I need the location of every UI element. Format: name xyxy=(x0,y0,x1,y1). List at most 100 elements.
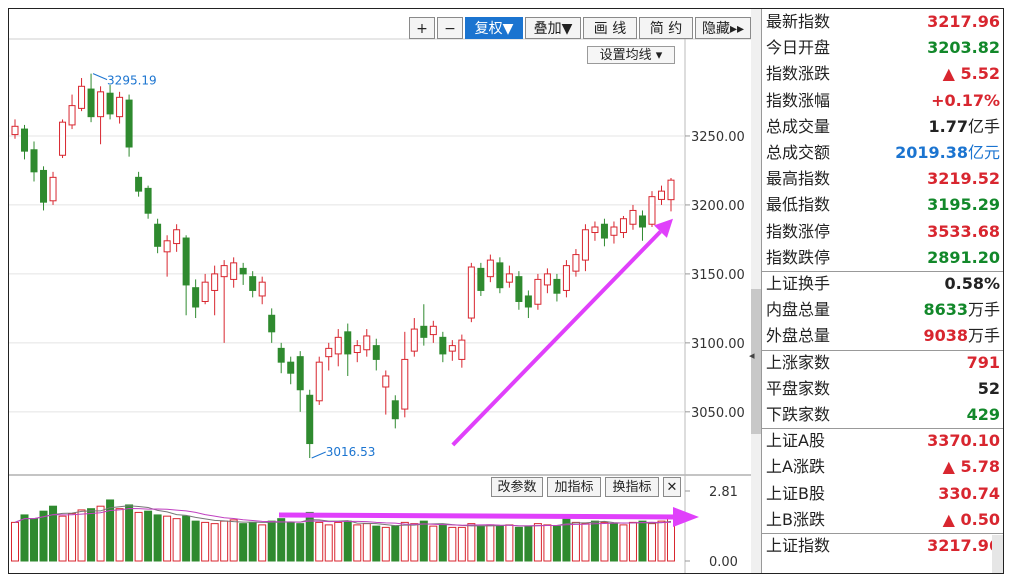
candle-body xyxy=(21,128,29,152)
candle-body xyxy=(562,265,570,291)
volume-bar xyxy=(467,523,476,562)
quote-panel: 最新指数 3217.96 今日开盘 3203.82 指数涨跌 ▲ 5.52 指数涨幅 +0.1… xyxy=(761,9,1003,573)
candle-body xyxy=(87,88,95,118)
chart-scrollbar-thumb[interactable] xyxy=(751,289,761,434)
quote-number: 52 xyxy=(977,378,1000,398)
candle-body xyxy=(572,254,580,272)
candle-body xyxy=(410,328,418,352)
candle-body xyxy=(600,223,608,239)
candle-body xyxy=(163,240,171,253)
volume-bar xyxy=(11,521,19,562)
quote-row: 最新指数 3217.96 xyxy=(762,9,1002,35)
quote-row: 今日开盘 3203.82 xyxy=(762,35,1002,61)
volume-bar xyxy=(524,525,533,562)
candle-body xyxy=(629,209,637,225)
volume-bar xyxy=(201,521,210,562)
candle-body xyxy=(382,375,390,388)
low-annotation-label: 3016.53 xyxy=(326,445,376,459)
chart-area[interactable]: 3250.00 3200.00 3150.00 3100.00 3050.00 3295.… xyxy=(9,9,761,574)
trend-arrow-head xyxy=(653,218,673,238)
quote-label: 平盘家数 xyxy=(766,378,831,398)
volume-bar xyxy=(58,515,67,562)
zoom-in-button[interactable]: + xyxy=(409,17,435,39)
candle-body xyxy=(182,237,190,286)
quote-value: 2019.38亿元 xyxy=(895,140,1000,166)
zoom-out-button[interactable]: − xyxy=(437,17,463,39)
panel-scrollbar[interactable] xyxy=(992,535,1003,573)
volume-y-tick-label: 2.81 xyxy=(709,485,738,500)
quote-row: 指数涨跌 ▲ 5.52 xyxy=(762,61,1002,87)
draw-line-button[interactable]: 画 线 xyxy=(583,17,637,39)
quote-label: 内盘总量 xyxy=(766,300,831,320)
quote-label: 总成交量 xyxy=(766,116,831,136)
candle-body xyxy=(543,273,551,286)
moving-average-settings-dropdown[interactable]: 设置均线 ▾ xyxy=(587,46,675,64)
volume-bar xyxy=(182,515,191,562)
candlestick-chart[interactable]: 3250.00 3200.00 3150.00 3100.00 3050.00 3295.… xyxy=(9,9,761,574)
y-tick-label: 3150.00 xyxy=(691,268,745,283)
volume-bar xyxy=(277,518,286,562)
quote-value: 1.77亿手 xyxy=(929,114,1001,140)
candle-body xyxy=(220,265,228,278)
change-params-button[interactable]: 改参数 xyxy=(491,477,543,497)
quote-label: 今日开盘 xyxy=(766,38,831,58)
fuquan-dropdown[interactable]: 复权▼ xyxy=(465,17,523,39)
volume-bar xyxy=(220,520,229,562)
quote-row: 上证B股 330.74 xyxy=(762,481,1002,507)
switch-indicator-button[interactable]: 换指标 xyxy=(605,477,659,497)
quote-value: 0.58% xyxy=(944,271,1000,297)
volume-bar xyxy=(267,520,276,562)
volume-bar xyxy=(533,523,542,562)
quote-value: 3217.96 xyxy=(927,533,1000,559)
volume-bar xyxy=(647,523,656,562)
volume-bar xyxy=(30,518,39,562)
volume-bar xyxy=(20,514,29,562)
quote-value: 9038万手 xyxy=(923,323,1000,349)
simple-mode-button[interactable]: 简 约 xyxy=(639,17,693,39)
candle-body xyxy=(648,196,656,225)
quote-number: 2891.20 xyxy=(927,247,1000,267)
quote-label: 上证换手 xyxy=(766,274,831,293)
volume-bar xyxy=(486,524,495,562)
candle-body xyxy=(192,287,200,308)
high-annotation-pointer xyxy=(92,73,108,81)
candle-body xyxy=(201,281,209,302)
candle-body xyxy=(372,345,380,360)
candle-body xyxy=(306,394,314,445)
hide-panel-button[interactable]: 隐藏▸▸ xyxy=(695,17,751,39)
volume-bar xyxy=(239,523,248,562)
volume-bar xyxy=(258,524,267,562)
candle-body xyxy=(40,169,48,203)
low-annotation-pointer xyxy=(311,451,326,459)
volume-bar xyxy=(619,524,628,562)
quote-number: 0.58% xyxy=(944,274,1000,293)
quote-label: 外盘总量 xyxy=(766,326,831,346)
quote-value: 3217.96 xyxy=(927,9,1000,35)
volume-bar xyxy=(115,508,124,562)
quote-row: 指数涨停 3533.68 xyxy=(762,219,1002,245)
candle-body xyxy=(296,356,304,391)
quote-value: 3533.68 xyxy=(927,219,1000,245)
quote-section-divider xyxy=(762,533,1003,534)
quote-section-divider xyxy=(762,349,1003,351)
volume-bar xyxy=(438,524,447,562)
volume-bar xyxy=(87,508,96,562)
volume-bar xyxy=(172,518,181,562)
candle-body xyxy=(534,278,542,305)
scroll-left-arrow-icon[interactable]: ◂ xyxy=(749,349,755,362)
quote-value: ▲ 5.78 xyxy=(943,454,1000,480)
volume-bar xyxy=(410,523,419,562)
quote-number: 3370.10 xyxy=(927,431,1000,451)
candle-body xyxy=(125,99,133,148)
quote-row: 最低指数 3195.29 xyxy=(762,192,1002,218)
volume-bar xyxy=(552,525,561,562)
add-indicator-button[interactable]: 加指标 xyxy=(547,477,601,497)
close-indicator-button[interactable]: ✕ xyxy=(663,477,681,497)
quote-unit: 亿手 xyxy=(967,116,1000,136)
quote-value: 52 xyxy=(978,376,1000,402)
overlay-dropdown[interactable]: 叠加▼ xyxy=(525,17,581,39)
volume-bar xyxy=(210,523,219,562)
quote-number: 3203.82 xyxy=(927,38,1000,58)
y-tick-label: 3200.00 xyxy=(691,199,745,214)
volume-bar xyxy=(514,526,523,562)
